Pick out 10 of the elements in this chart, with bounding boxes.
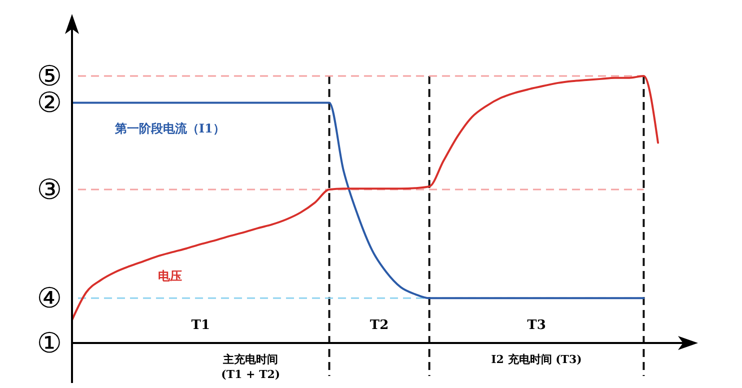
series-label: 电压 <box>158 269 182 284</box>
annotation: T3 <box>527 318 546 333</box>
series-label: 第一阶段电流（I1） <box>114 122 225 136</box>
annotation: T2 <box>370 318 389 333</box>
ref-line-label: ④ <box>36 282 62 315</box>
ref-line-label: ③ <box>36 172 62 206</box>
annotation: T1 <box>191 318 210 333</box>
text: ① <box>36 326 62 360</box>
text: 主充电时间 (T1 + T2) <box>221 353 280 381</box>
text: I2 充电时间 (T3) <box>491 353 582 366</box>
